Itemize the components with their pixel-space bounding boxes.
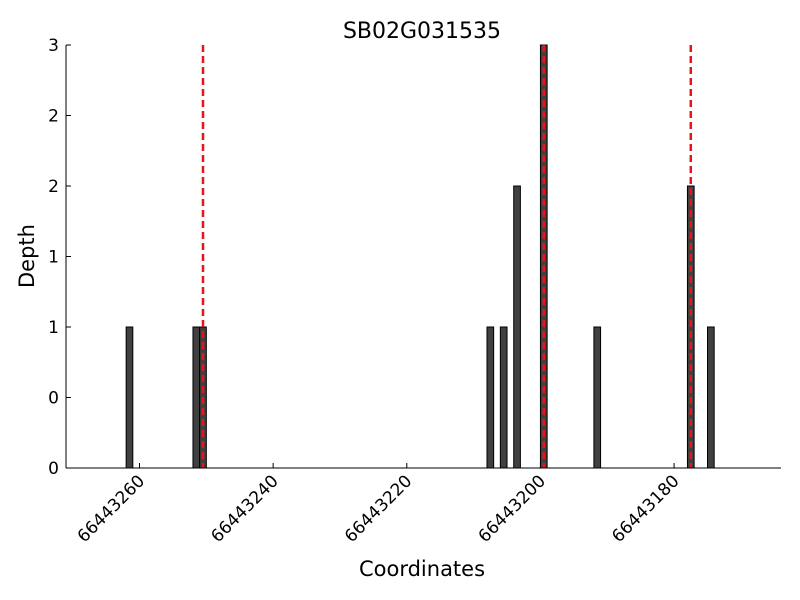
y-tick-label: 2 bbox=[48, 177, 59, 197]
y-tick-label: 1 bbox=[48, 318, 59, 338]
x-tick-label: 66443260 bbox=[74, 471, 149, 546]
plot-area bbox=[125, 44, 715, 469]
y-tick-label: 0 bbox=[48, 389, 59, 409]
x-tick-label: 66443220 bbox=[341, 471, 416, 546]
y-tick-label: 1 bbox=[48, 248, 59, 268]
x-tick-label: 66443180 bbox=[608, 471, 683, 546]
bar bbox=[499, 326, 508, 469]
y-tick-label: 0 bbox=[48, 459, 59, 479]
bar bbox=[192, 326, 201, 469]
chart-title: SB02G031535 bbox=[343, 19, 501, 44]
x-tick-label: 66443200 bbox=[475, 471, 550, 546]
y-tick-label: 3 bbox=[48, 36, 59, 56]
bar bbox=[125, 326, 134, 469]
bar bbox=[486, 326, 495, 469]
bar bbox=[706, 326, 715, 469]
y-tick-label: 2 bbox=[48, 107, 59, 127]
x-tick-label: 66443240 bbox=[207, 471, 282, 546]
bar bbox=[513, 185, 521, 469]
bar bbox=[593, 326, 602, 469]
y-axis-label: Depth bbox=[15, 224, 39, 288]
x-axis-label: Coordinates bbox=[359, 557, 485, 581]
